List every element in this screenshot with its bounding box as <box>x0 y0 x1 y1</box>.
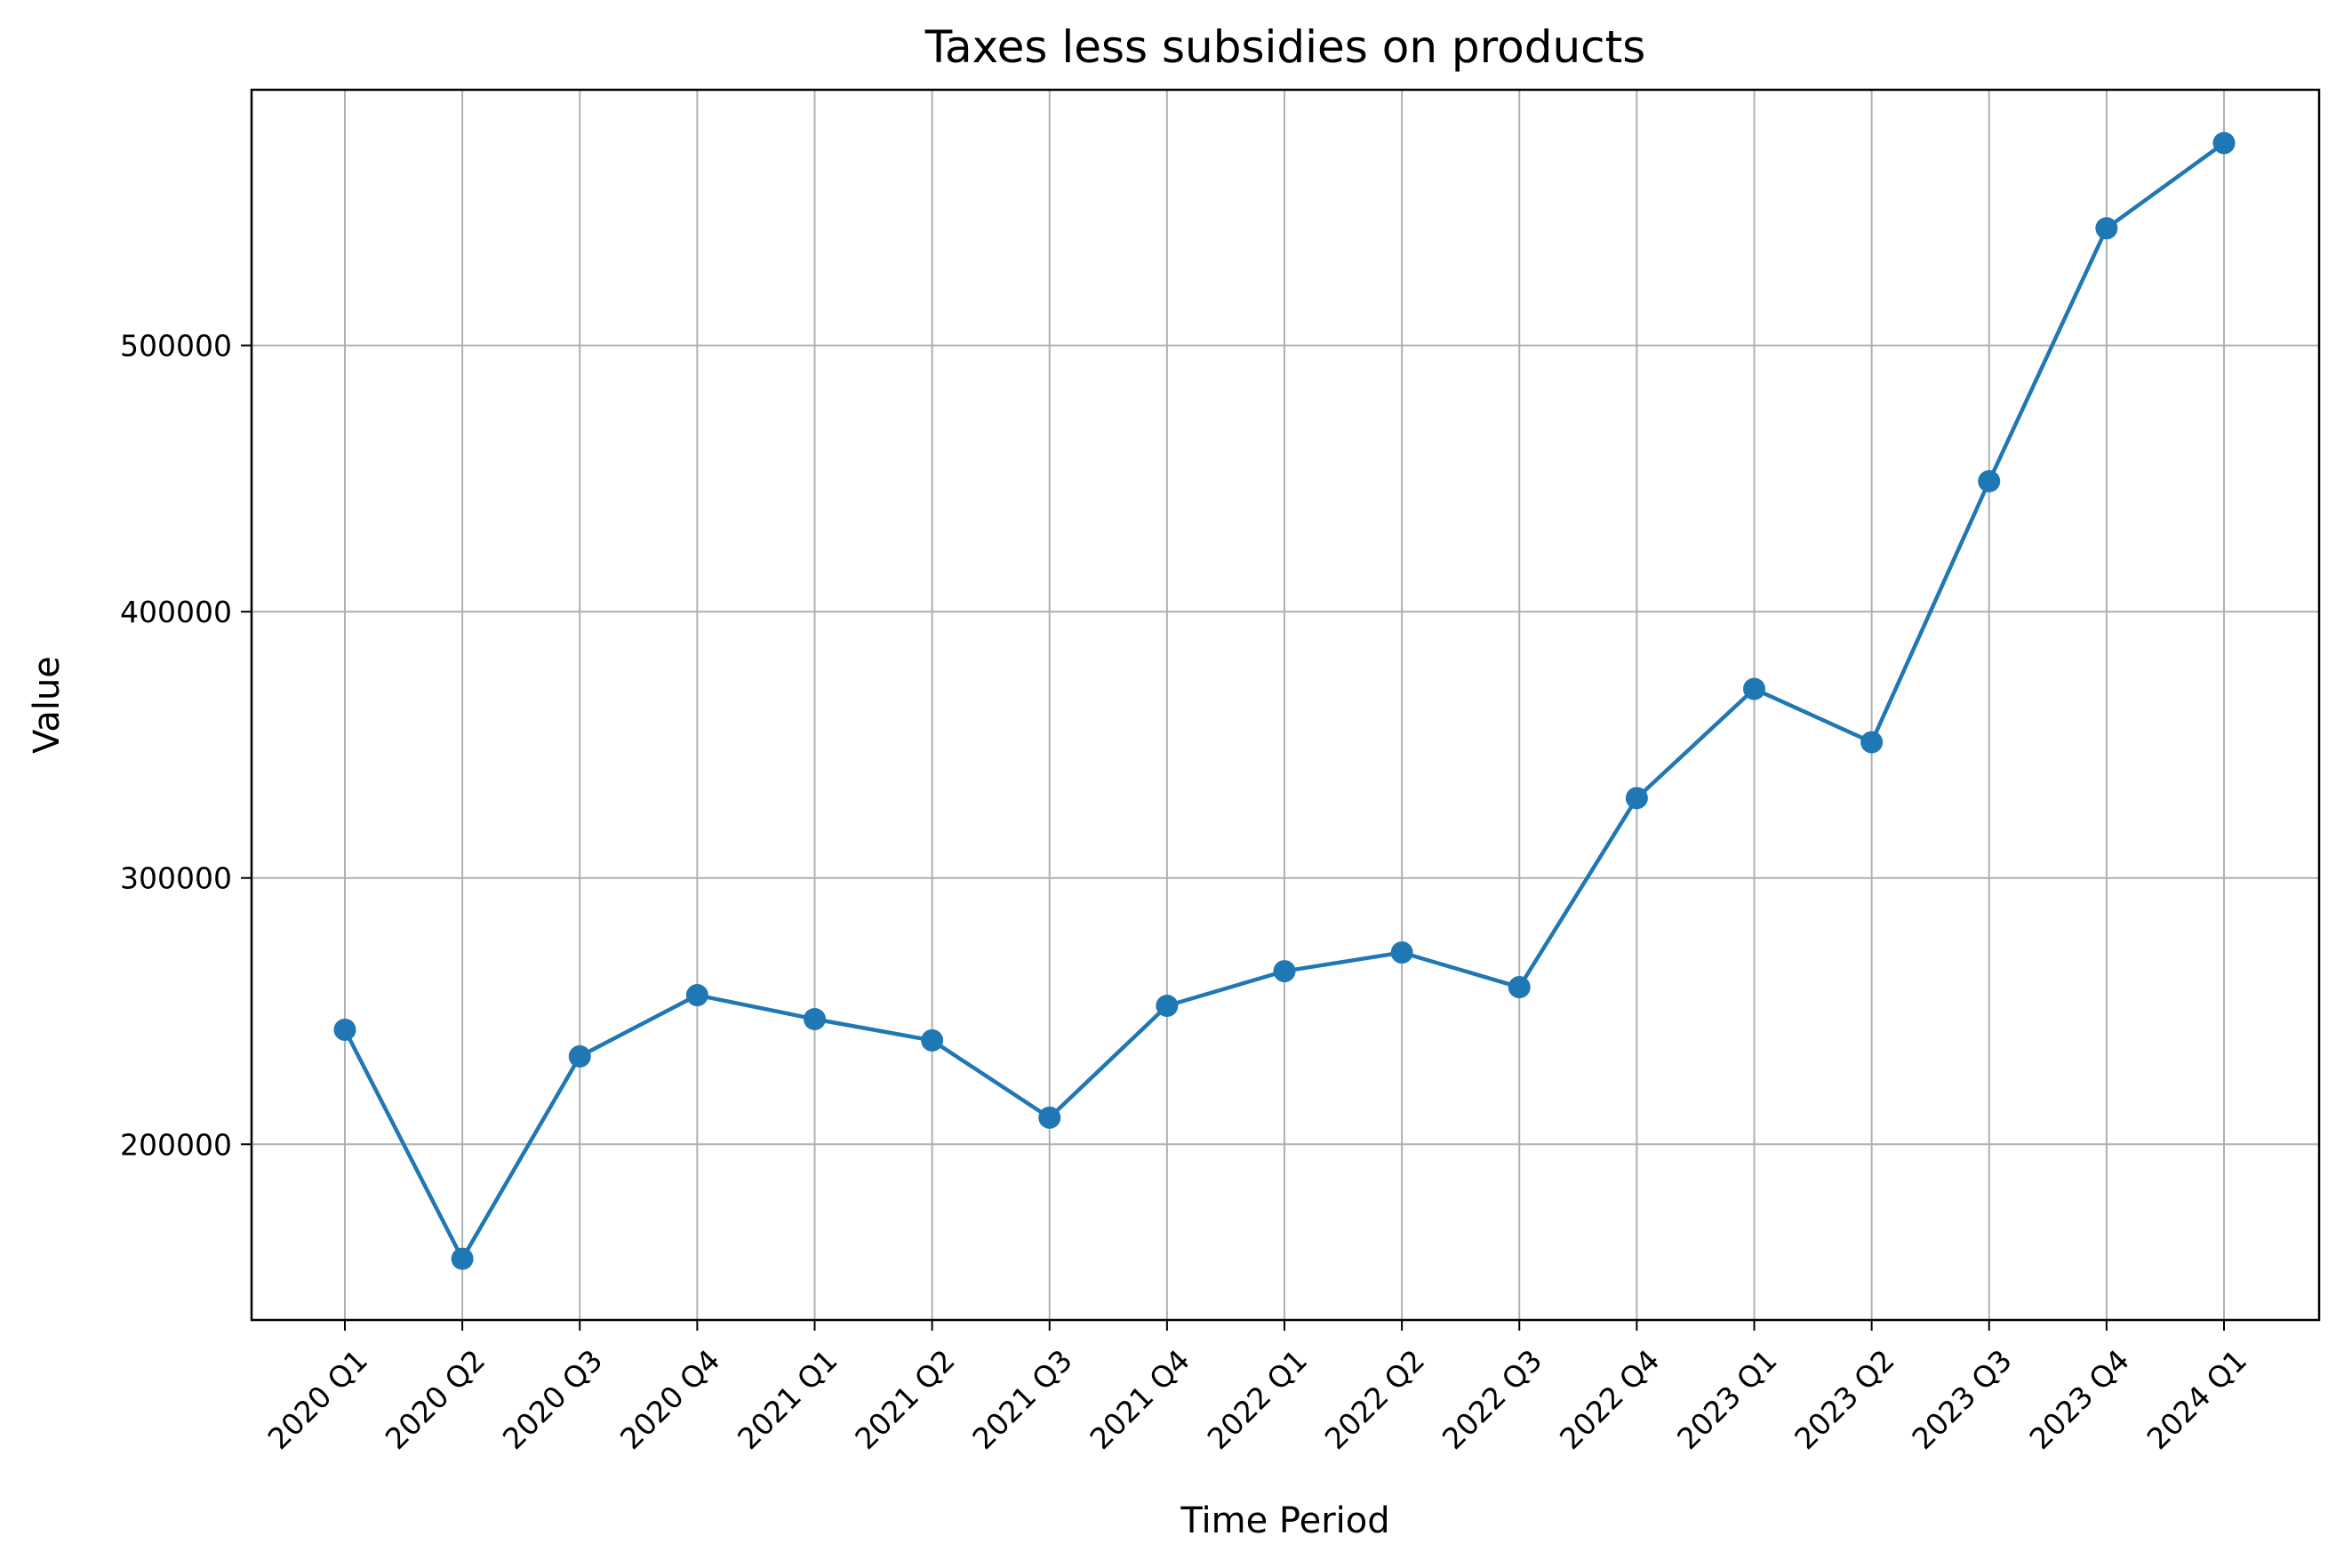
data-point <box>921 1028 944 1052</box>
series-layer <box>333 132 2236 1270</box>
data-point <box>804 1007 826 1030</box>
data-point <box>1508 976 1531 999</box>
y-axis-label: Value <box>27 656 68 754</box>
y-tick-label: 300000 <box>120 861 232 896</box>
data-point <box>568 1044 591 1068</box>
y-tick-label: 500000 <box>120 329 232 364</box>
data-point <box>1156 995 1179 1018</box>
data-point <box>2095 217 2118 240</box>
x-axis-label: Time Period <box>1180 1500 1389 1541</box>
grid <box>252 90 2319 1320</box>
data-point <box>1743 677 1765 700</box>
data-point <box>1625 787 1648 810</box>
data-point <box>1390 941 1413 964</box>
data-point <box>333 1018 356 1041</box>
y-tick-label: 400000 <box>120 595 232 629</box>
y-tick-label: 200000 <box>120 1127 232 1162</box>
data-point <box>1273 960 1296 983</box>
data-point <box>685 984 708 1007</box>
data-point <box>1038 1106 1061 1129</box>
chart-title: Taxes less subsidies on products <box>924 21 1646 73</box>
data-point <box>1860 731 1884 754</box>
data-point <box>1978 469 2001 492</box>
data-point <box>2212 132 2236 155</box>
data-point <box>451 1247 474 1270</box>
